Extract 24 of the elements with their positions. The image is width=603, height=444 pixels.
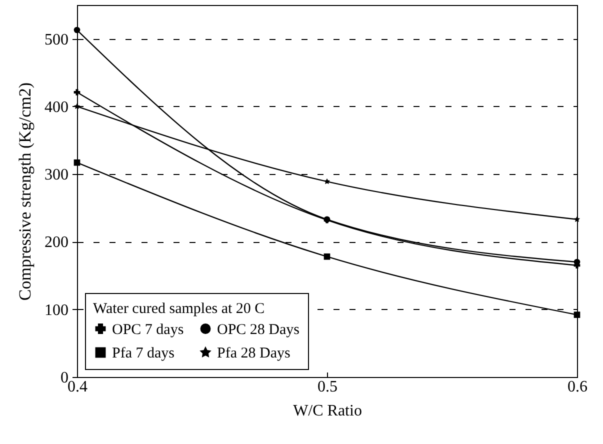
y-tick-label: 300 [44, 166, 68, 184]
legend-label: OPC 28 Days [217, 322, 300, 338]
y-tick-label: 100 [44, 302, 68, 319]
point [574, 216, 580, 222]
y-tick-label: 400 [44, 98, 68, 116]
y-axis-title: Compressive strength (Kg/cm2) [16, 82, 34, 301]
legend-label: OPC 7 days [112, 322, 184, 338]
legend-label: Pfa 7 days [112, 346, 175, 362]
point [74, 89, 80, 96]
point [324, 253, 330, 260]
legend-title: Water cured samples at 20 C [93, 301, 265, 317]
point [574, 312, 580, 318]
x-axis-title: W/C Ratio [293, 402, 362, 420]
x-tick-label: 0.5 [318, 378, 338, 396]
point [74, 159, 80, 166]
x-tick-label: 0.4 [68, 378, 88, 396]
y-tick-label: 200 [44, 234, 68, 252]
x-tick-label: 0.6 [568, 378, 588, 396]
point [74, 26, 80, 34]
legend-label: Pfa 28 Days [217, 346, 290, 362]
point [324, 178, 330, 184]
y-tick-label: 0 [60, 370, 68, 386]
y-tick-label: 500 [44, 31, 68, 48]
point [574, 258, 580, 266]
